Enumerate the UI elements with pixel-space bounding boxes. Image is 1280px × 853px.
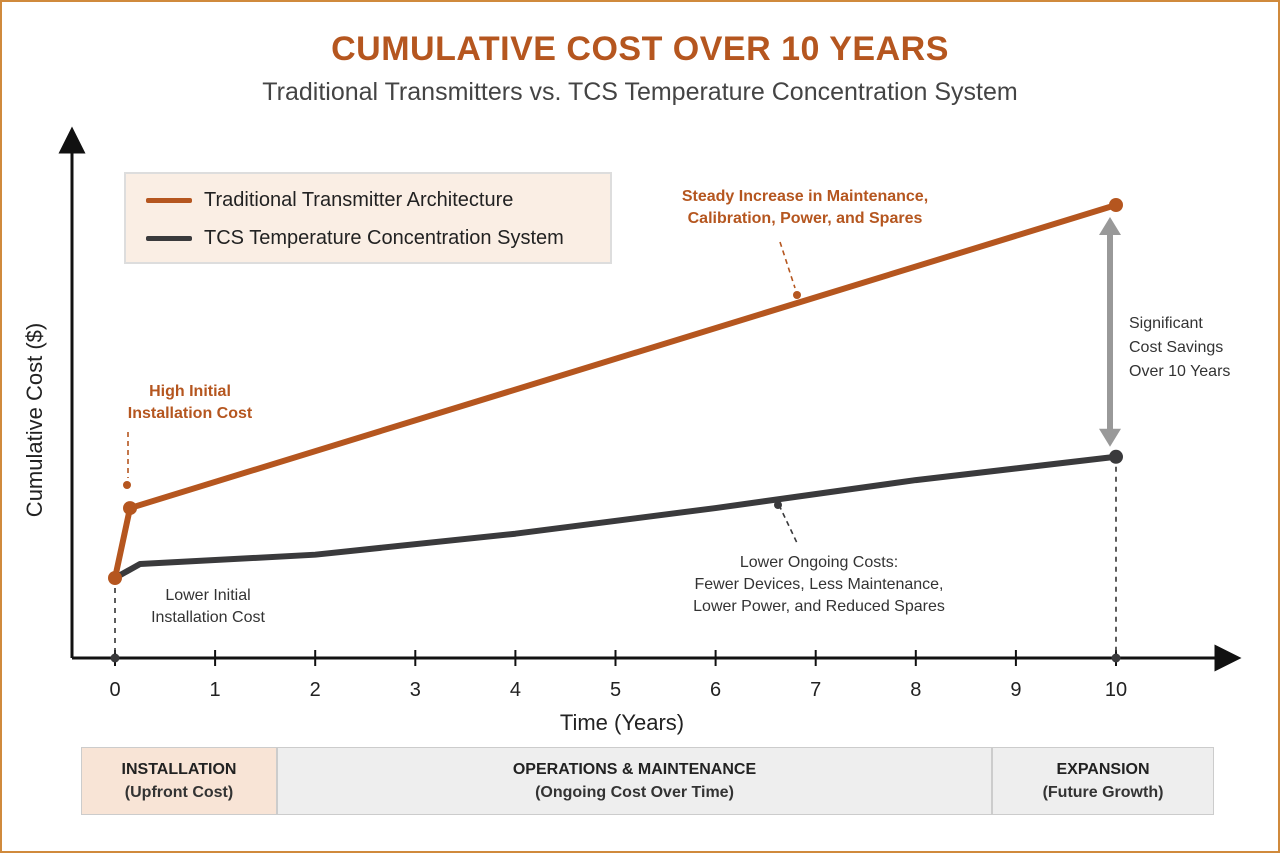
annotation-savings-line3: Over 10 Years [1129,363,1231,380]
legend-swatch-tcs [146,235,192,241]
chart-title: CUMULATIVE COST OVER 10 YEARS [331,30,949,68]
annotation-lower-ongoing: Lower Ongoing Costs: Fewer Devices, Less… [660,552,978,618]
x-tick-label: 3 [410,679,421,701]
legend-label-traditional: Traditional Transmitter Architecture [204,188,514,211]
annotation-lower-initial-line2: Installation Cost [151,609,265,626]
traditional-end-point [1109,198,1123,212]
annotation-lower-initial: Lower Initial Installation Cost [128,585,288,629]
savings-arrow-head-bottom [1099,428,1121,447]
start-axis-dot [110,653,120,663]
x-tick-label: 5 [610,679,621,701]
phase-operations: OPERATIONS & MAINTENANCE (Ongoing Cost O… [277,747,992,815]
phase-installation-sub: (Upfront Cost) [124,784,234,801]
phase-operations-title: OPERATIONS & MAINTENANCE [512,761,757,778]
y-axis-label: Cumulative Cost ($) [22,323,47,517]
x-tick-label: 8 [910,679,921,701]
x-axis-label: Time (Years) [560,710,684,735]
annotation-steady-increase-line1: Steady Increase in Maintenance, [681,188,929,205]
annotation-steady-increase: Steady Increase in Maintenance, Calibrat… [646,186,964,230]
x-tick-label: 7 [810,679,821,701]
high-initial-dot [123,481,131,489]
legend-item-traditional: Traditional Transmitter Architecture [146,185,513,215]
tcs-series-line [112,453,1119,581]
x-tick-label: 4 [510,679,521,701]
x-tick-label: 9 [1010,679,1021,701]
lower-ongoing-leader [778,504,799,546]
phase-expansion: EXPANSION (Future Growth) [992,747,1214,815]
legend-label-tcs: TCS Temperature Concentration System [204,226,564,249]
annotation-high-initial: High Initial Installation Cost [112,381,268,425]
x-tick-label: 0 [109,679,120,701]
steady-increase-dot [793,291,801,299]
annotation-savings-line1: Significant [1129,315,1203,332]
steady-increase-leader [779,241,796,289]
annotation-lower-initial-line1: Lower Initial [165,587,251,604]
annotation-steady-increase-line2: Calibration, Power, and Spares [687,210,923,227]
legend-item-tcs: TCS Temperature Concentration System [146,223,564,253]
lower-ongoing-dot [774,501,782,509]
legend-swatch-traditional [146,197,192,203]
annotation-savings: Significant Cost Savings Over 10 Years [1129,312,1269,384]
chart-legend: Traditional Transmitter Architecture TCS… [124,172,612,264]
traditional-installation-point [123,501,138,516]
annotation-lower-ongoing-line1: Lower Ongoing Costs: [739,554,899,571]
annotation-lower-ongoing-line2: Fewer Devices, Less Maintenance, [694,576,944,593]
phase-operations-sub: (Ongoing Cost Over Time) [535,784,734,801]
x-tick-label: 1 [210,679,221,701]
x-tick-label: 10 [1105,679,1127,701]
savings-arrow-head-top [1099,217,1121,235]
phase-installation: INSTALLATION (Upfront Cost) [81,747,277,815]
phase-installation-title: INSTALLATION [121,761,237,778]
start-point [108,571,122,585]
annotation-high-initial-line1: High Initial [149,383,231,400]
x-tick-label: 6 [710,679,721,701]
tcs-end-point [1109,449,1123,464]
end-axis-dot [1111,653,1121,663]
chart-subtitle: Traditional Transmitters vs. TCS Tempera… [262,78,1018,106]
x-tick-label: 2 [310,679,321,701]
phase-expansion-title: EXPANSION [1056,761,1150,778]
phase-expansion-sub: (Future Growth) [1042,784,1164,801]
annotation-high-initial-line2: Installation Cost [127,405,253,422]
annotation-savings-line2: Cost Savings [1129,339,1224,356]
annotation-lower-ongoing-line3: Lower Power, and Reduced Spares [693,598,945,615]
